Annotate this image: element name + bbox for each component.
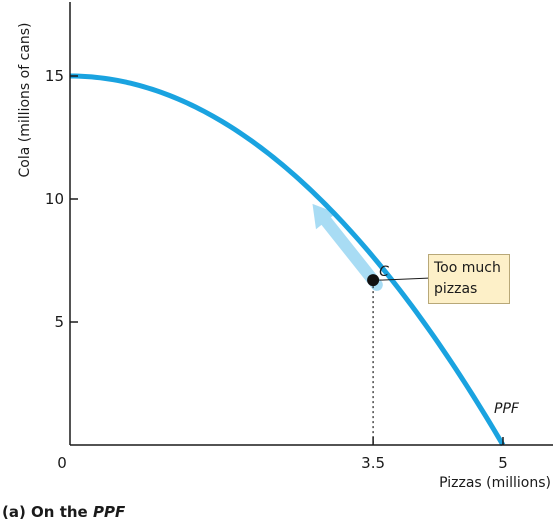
callout-line-1: Too much (434, 260, 501, 276)
y-tick-label: 10 (45, 190, 64, 208)
y-tick-label: 15 (45, 67, 64, 85)
callout-leader-line (379, 277, 429, 281)
y-ticks: 5 10 15 (45, 67, 78, 331)
ppf-curve-label: PPF (494, 401, 520, 417)
x-ticks: 0 3.5 5 (57, 437, 508, 472)
callout-line-2: pizzas (434, 281, 478, 297)
panel-caption: (a) On the PPF (2, 503, 125, 521)
x-tick-label: 3.5 (361, 454, 385, 472)
caption-prefix: (a) On the (2, 503, 93, 521)
point-c-label: C (379, 264, 389, 280)
point-c-marker (367, 274, 380, 287)
x-tick-label: 0 (57, 454, 67, 472)
arrow-head (312, 203, 337, 230)
x-tick-label: 5 (498, 454, 508, 472)
x-axis-title: Pizzas (millions) (439, 475, 551, 491)
too-much-pizzas-callout: Too much pizzas (428, 254, 510, 304)
arrow-shaft (320, 215, 383, 291)
y-tick-label: 5 (54, 313, 64, 331)
ppf-curve (69, 73, 506, 447)
y-axis-title: Cola (millions of cans) (17, 23, 33, 178)
movement-arrow (312, 203, 383, 291)
caption-emphasis: PPF (92, 503, 126, 521)
